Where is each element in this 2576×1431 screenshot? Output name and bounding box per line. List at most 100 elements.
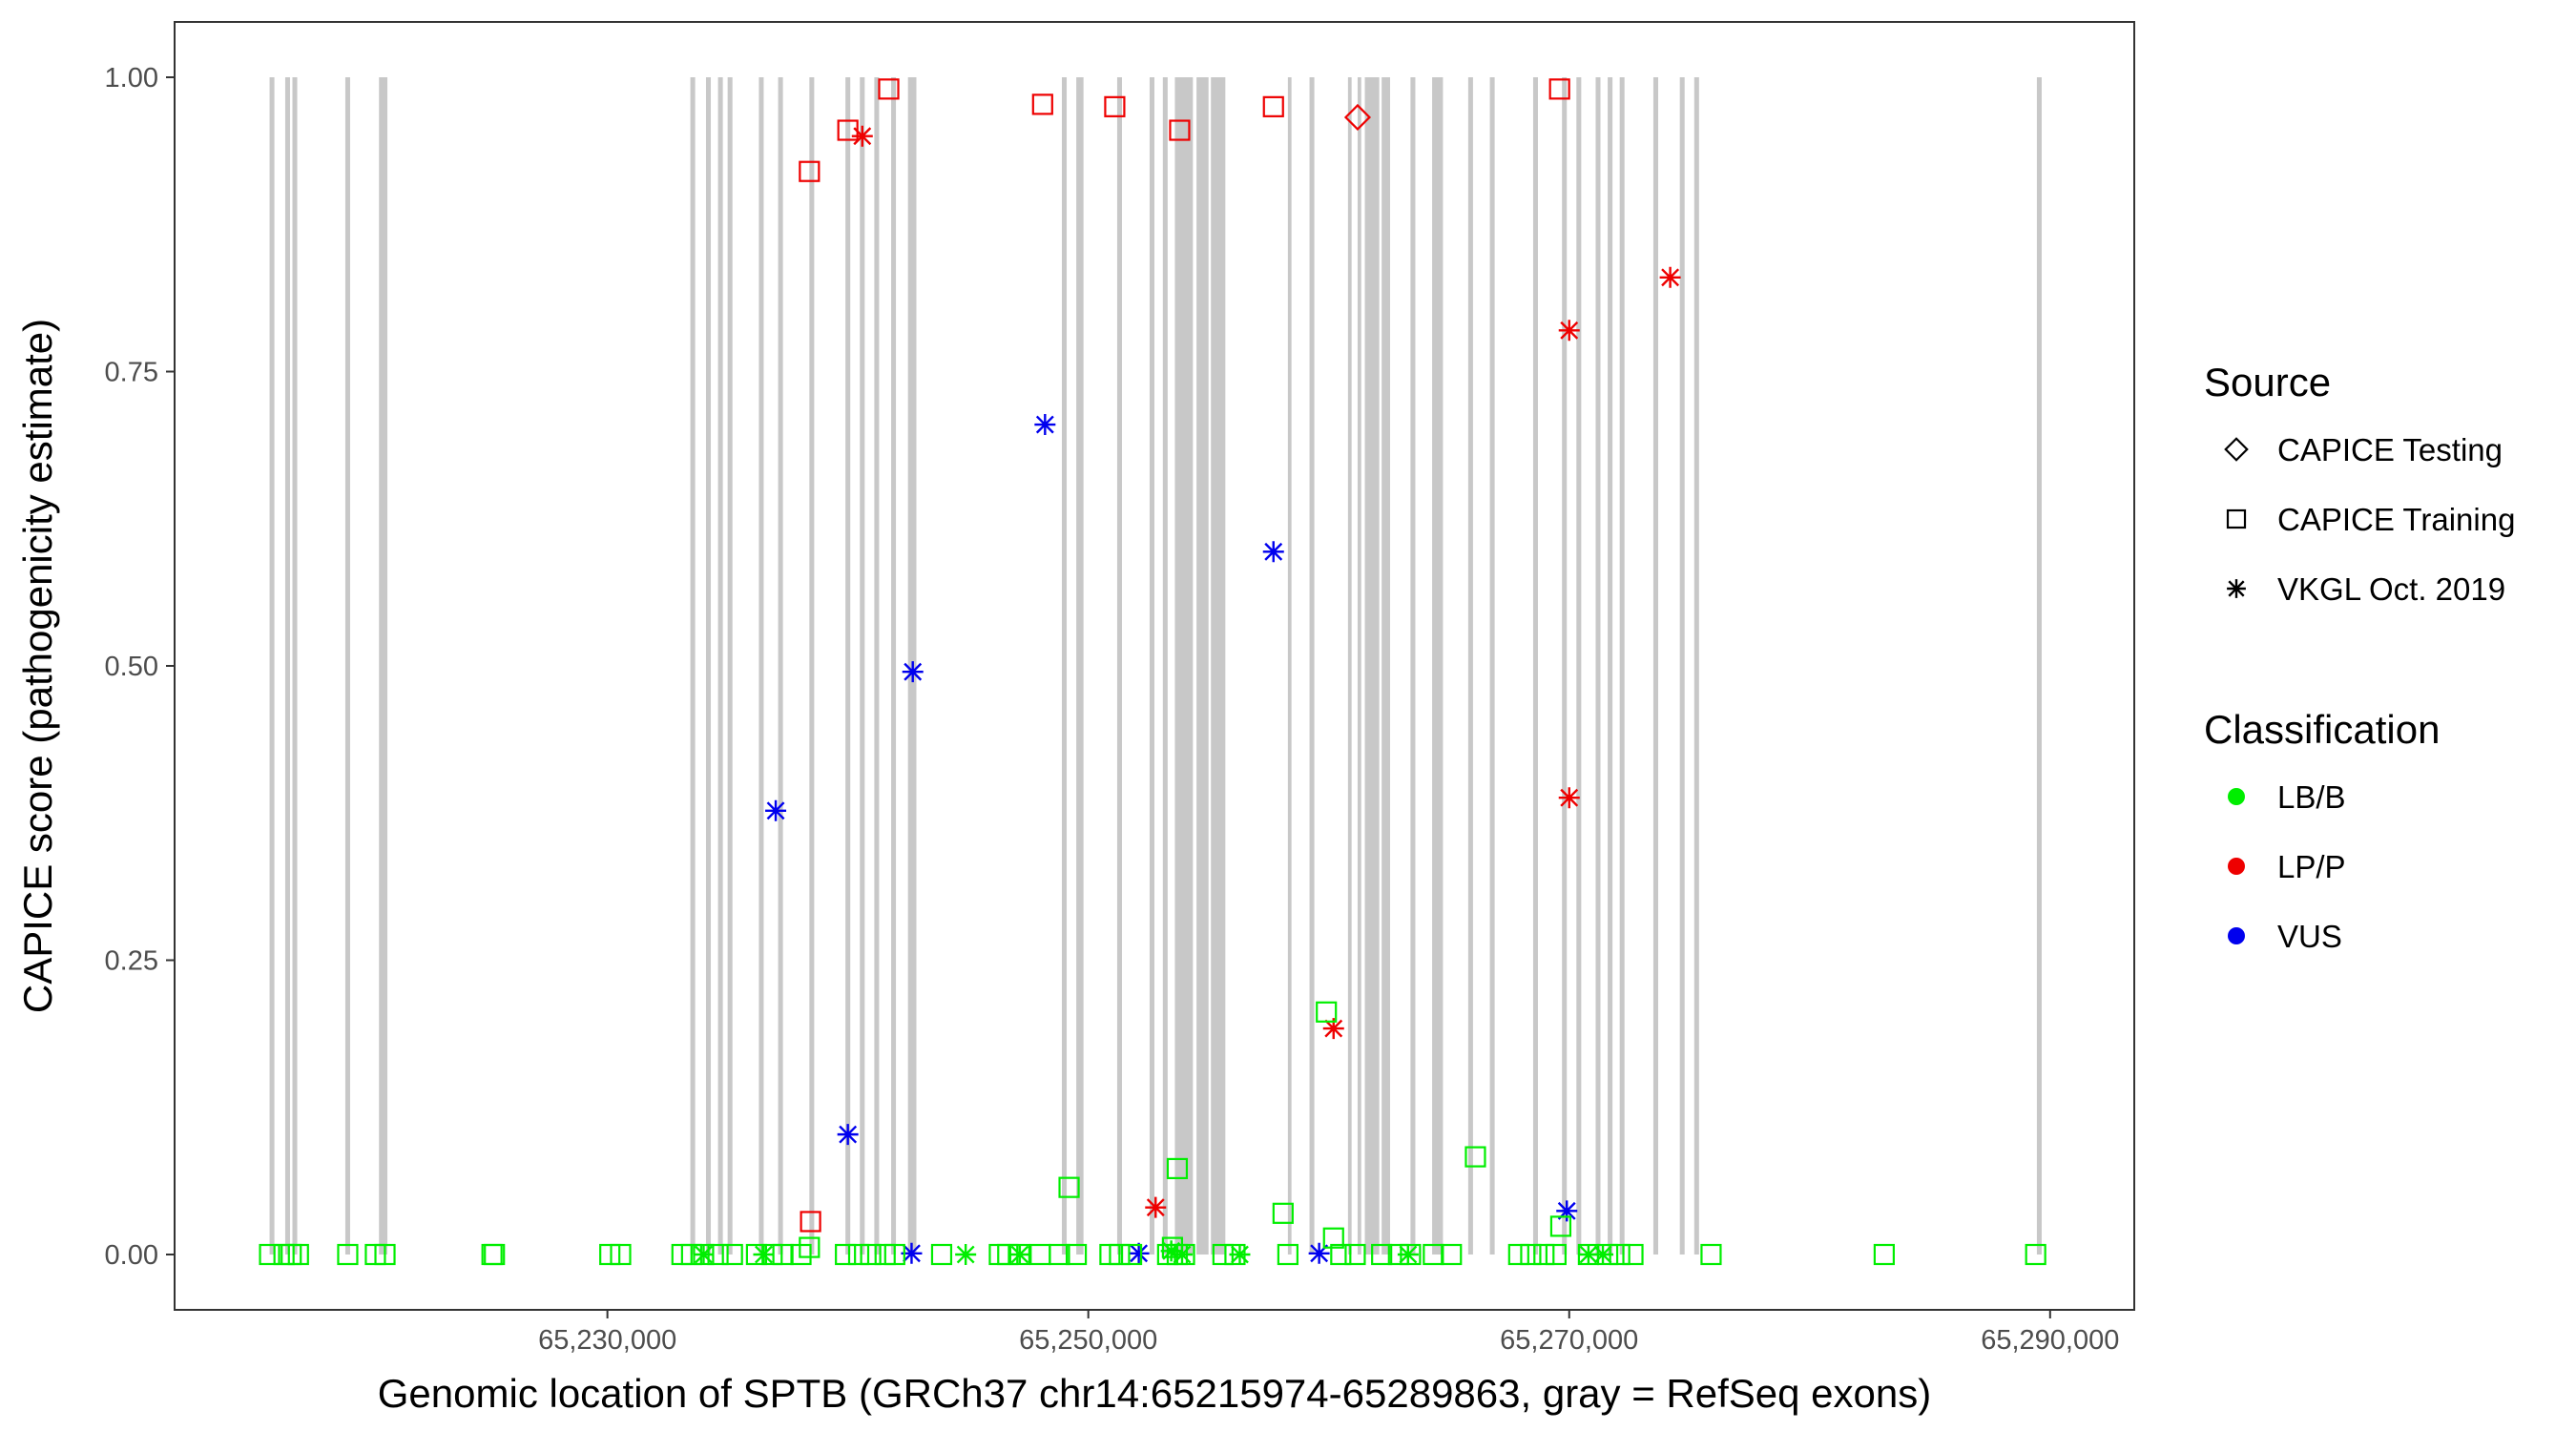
data-point: [1262, 95, 1284, 117]
exon-bar: [705, 76, 712, 1255]
data-point: [799, 160, 821, 182]
data-point: [1558, 320, 1580, 342]
data-point: [1128, 1242, 1150, 1264]
x-axis: 65,230,000 65,250,000 65,270,000 65,290,000: [538, 1310, 2119, 1356]
data-point: [1065, 1243, 1088, 1266]
data-point: [1507, 1243, 1529, 1266]
exon-bar: [1364, 76, 1380, 1255]
data-point: [1520, 1243, 1542, 1266]
x-axis-title: Genomic location of SPTB (GRCh37 chr14:6…: [378, 1371, 1931, 1416]
exon-bar: [1410, 76, 1416, 1255]
exon-bar: [1576, 76, 1582, 1255]
exon-bar: [1149, 76, 1154, 1255]
y-tick-label: 0.50: [105, 652, 158, 682]
data-point: [1344, 1243, 1366, 1266]
exon-bar: [1287, 76, 1292, 1255]
data-point: [1171, 1244, 1193, 1265]
exon-bar: [1162, 76, 1168, 1255]
data-point: [1109, 1243, 1131, 1266]
data-point: [1277, 1243, 1298, 1266]
data-point: [1008, 1244, 1030, 1265]
data-point: [847, 1243, 870, 1266]
data-point: [1330, 1243, 1352, 1266]
x-tick-label: 65,250,000: [1019, 1325, 1157, 1356]
data-point: [599, 1243, 621, 1266]
x-tick-label: 65,270,000: [1500, 1325, 1638, 1356]
data-point: [1577, 1244, 1599, 1265]
data-point: [1548, 78, 1570, 100]
exon-bar: [1693, 76, 1699, 1255]
exon-bar: [1309, 76, 1315, 1255]
data-point: [1465, 1146, 1486, 1168]
data-point: [955, 1244, 977, 1265]
data-point: [1272, 1202, 1294, 1224]
exon-bar: [379, 76, 388, 1255]
exon-layer: [269, 76, 2042, 1255]
data-point: [1145, 1196, 1167, 1218]
exon-bar: [891, 76, 897, 1255]
data-point: [1031, 93, 1053, 115]
data-point: [337, 1243, 359, 1266]
exon-bar: [1076, 76, 1084, 1255]
legend-classification-title: Classification: [2204, 707, 2440, 752]
data-point: [837, 1124, 859, 1146]
exon-bar: [1196, 76, 1209, 1255]
legend-class-key: [2228, 858, 2245, 875]
exon-bar: [344, 76, 350, 1255]
exon-bar: [690, 76, 696, 1255]
legend-class-label: LP/P: [2277, 849, 2346, 884]
data-point: [1873, 1243, 1895, 1266]
exon-bar: [845, 76, 851, 1255]
x-tick-label: 65,290,000: [1981, 1325, 2119, 1356]
data-point: [1034, 414, 1056, 436]
legend-source-key: [2226, 508, 2247, 529]
data-point: [883, 1243, 905, 1266]
data-point: [1371, 1243, 1393, 1266]
data-point: [1343, 103, 1372, 132]
y-tick-label: 0.75: [105, 357, 158, 387]
legend-source-items: CAPICE Testing CAPICE Training VKGL Oct. 2…: [2224, 432, 2515, 607]
exon-bar: [778, 76, 783, 1255]
legend-class-label: VUS: [2277, 919, 2342, 954]
data-point: [851, 125, 873, 147]
legend-source-label: CAPICE Testing: [2277, 432, 2503, 467]
data-point: [1058, 1176, 1080, 1198]
data-point: [2025, 1243, 2046, 1266]
data-point: [1120, 1243, 1143, 1266]
x-tick-label: 65,230,000: [538, 1325, 676, 1356]
exon-bar: [1562, 76, 1568, 1255]
data-point: [374, 1243, 396, 1266]
legend-class-label: LB/B: [2277, 779, 2346, 815]
exon-bar: [1532, 76, 1538, 1255]
data-point: [259, 1243, 280, 1266]
exon-bar: [1489, 76, 1495, 1255]
legend-source-label: CAPICE Training: [2277, 502, 2515, 537]
exon-bar: [1595, 76, 1601, 1255]
data-point: [930, 1243, 953, 1266]
data-point: [1592, 1244, 1614, 1265]
data-point: [799, 1236, 821, 1258]
data-point: [484, 1243, 506, 1266]
exon-bar: [1116, 76, 1122, 1255]
data-point: [1659, 266, 1681, 288]
y-tick-label: 0.00: [105, 1240, 158, 1271]
data-point: [1160, 1240, 1182, 1262]
exon-bar: [284, 76, 290, 1255]
y-tick-label: 1.00: [105, 63, 158, 93]
exon-bar: [1211, 76, 1226, 1255]
exon-bar: [1652, 76, 1658, 1255]
exon-bar: [809, 76, 815, 1255]
data-point: [1322, 1227, 1344, 1249]
exon-bar: [874, 76, 880, 1255]
data-point: [1549, 1215, 1572, 1237]
data-point: [1049, 1243, 1070, 1266]
data-point: [835, 1243, 857, 1266]
data-point: [721, 1243, 743, 1266]
data-point: [901, 1242, 923, 1264]
data-point: [765, 799, 787, 821]
data-point: [1262, 541, 1284, 563]
data-point: [800, 1211, 821, 1233]
y-tick-label: 0.25: [105, 946, 158, 977]
y-axis-title: CAPICE score (pathogenicity estimate): [15, 319, 60, 1013]
